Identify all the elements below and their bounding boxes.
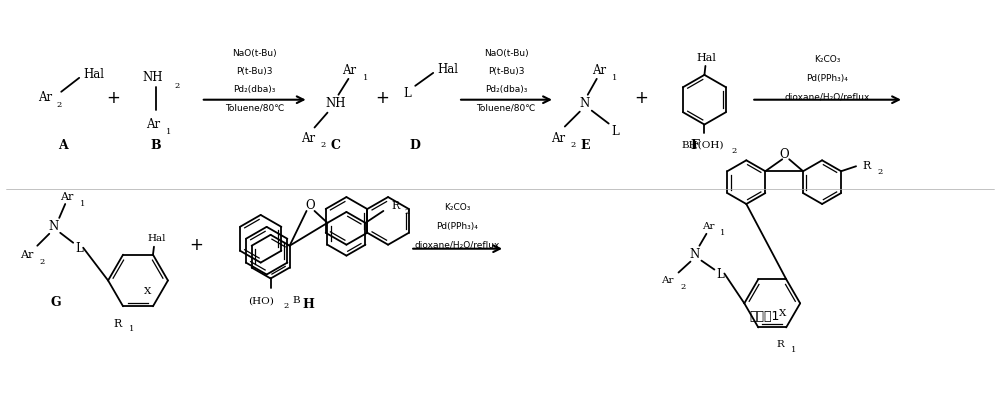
Text: X: X (779, 308, 786, 317)
Text: H: H (303, 297, 314, 310)
Text: Hal: Hal (84, 68, 105, 81)
Text: NH: NH (325, 97, 346, 110)
Text: N: N (580, 97, 590, 110)
Text: L: L (612, 125, 620, 138)
Text: NH: NH (143, 71, 163, 84)
Text: A: A (58, 139, 68, 152)
Text: O: O (779, 148, 789, 160)
Text: F: F (690, 139, 699, 152)
Text: dioxane/H₂O/reflux: dioxane/H₂O/reflux (784, 92, 870, 101)
Text: Hal: Hal (148, 234, 166, 243)
Text: E: E (580, 139, 590, 152)
Text: Ar: Ar (61, 191, 74, 202)
Text: Toluene/80℃: Toluene/80℃ (225, 103, 284, 112)
Text: Pd(PPh₃)₄: Pd(PPh₃)₄ (806, 74, 848, 83)
Text: Ar: Ar (551, 132, 565, 145)
Text: N: N (48, 220, 58, 233)
Text: NaO(t-Bu): NaO(t-Bu) (484, 48, 528, 57)
Text: Ar: Ar (702, 222, 715, 231)
Text: 1: 1 (166, 127, 172, 135)
Text: Ar: Ar (661, 275, 674, 284)
Text: +: + (189, 235, 203, 253)
Text: X: X (144, 286, 152, 295)
Text: Ar: Ar (301, 132, 316, 145)
Text: 2: 2 (284, 301, 289, 310)
Text: 2: 2 (40, 257, 45, 265)
Text: 2: 2 (57, 101, 62, 108)
Text: P(t-Bu)3: P(t-Bu)3 (236, 67, 273, 76)
Text: 2: 2 (570, 141, 575, 149)
Text: Pd(PPh₃)₄: Pd(PPh₃)₄ (436, 221, 478, 230)
Text: Pd₂(dba)₃: Pd₂(dba)₃ (233, 85, 276, 94)
Text: Hal: Hal (438, 63, 459, 76)
Text: L: L (403, 87, 411, 100)
Text: 2: 2 (877, 168, 883, 176)
Text: P(t-Bu)3: P(t-Bu)3 (488, 67, 524, 76)
Text: Pd₂(dba)₃: Pd₂(dba)₃ (485, 85, 527, 94)
Text: 1: 1 (80, 200, 86, 207)
Text: 2: 2 (174, 82, 180, 90)
Text: Ar: Ar (20, 249, 33, 259)
Text: B: B (151, 139, 161, 152)
Text: Ar: Ar (592, 64, 606, 77)
Text: 1: 1 (790, 346, 796, 353)
Text: R: R (863, 161, 871, 171)
Text: NaO(t-Bu): NaO(t-Bu) (232, 48, 277, 57)
Text: Toluene/80℃: Toluene/80℃ (476, 103, 536, 112)
Text: L: L (75, 242, 83, 254)
Text: G: G (51, 295, 62, 308)
Text: BH(OH): BH(OH) (681, 141, 724, 150)
Text: L: L (717, 267, 724, 280)
Text: 2: 2 (321, 141, 326, 149)
Text: Ar: Ar (342, 64, 356, 77)
Text: +: + (375, 88, 389, 106)
Text: 1: 1 (720, 228, 725, 236)
Text: Hal: Hal (696, 53, 716, 63)
Text: 1: 1 (129, 324, 135, 333)
Text: C: C (330, 139, 340, 152)
Text: B: B (293, 295, 300, 304)
Text: 1: 1 (612, 74, 617, 82)
Text: R: R (776, 339, 784, 348)
Text: Ar: Ar (146, 118, 160, 131)
Text: 1: 1 (363, 74, 368, 82)
Text: N: N (689, 247, 700, 261)
Text: (HO): (HO) (248, 296, 274, 305)
Text: Ar: Ar (38, 91, 52, 104)
Text: R: R (113, 318, 121, 328)
Text: O: O (306, 199, 315, 212)
Text: +: + (635, 88, 649, 106)
Text: D: D (410, 139, 421, 152)
Text: 2: 2 (405, 207, 410, 216)
Text: K₂CO₃: K₂CO₃ (444, 203, 470, 212)
Text: 2: 2 (681, 283, 686, 291)
Text: 2: 2 (732, 147, 737, 155)
Text: +: + (106, 88, 120, 106)
Text: dioxane/H₂O/reflux: dioxane/H₂O/reflux (414, 240, 500, 249)
Text: 化学式1: 化学式1 (749, 309, 779, 322)
Text: R: R (391, 200, 399, 211)
Text: K₂CO₃: K₂CO₃ (814, 55, 840, 64)
